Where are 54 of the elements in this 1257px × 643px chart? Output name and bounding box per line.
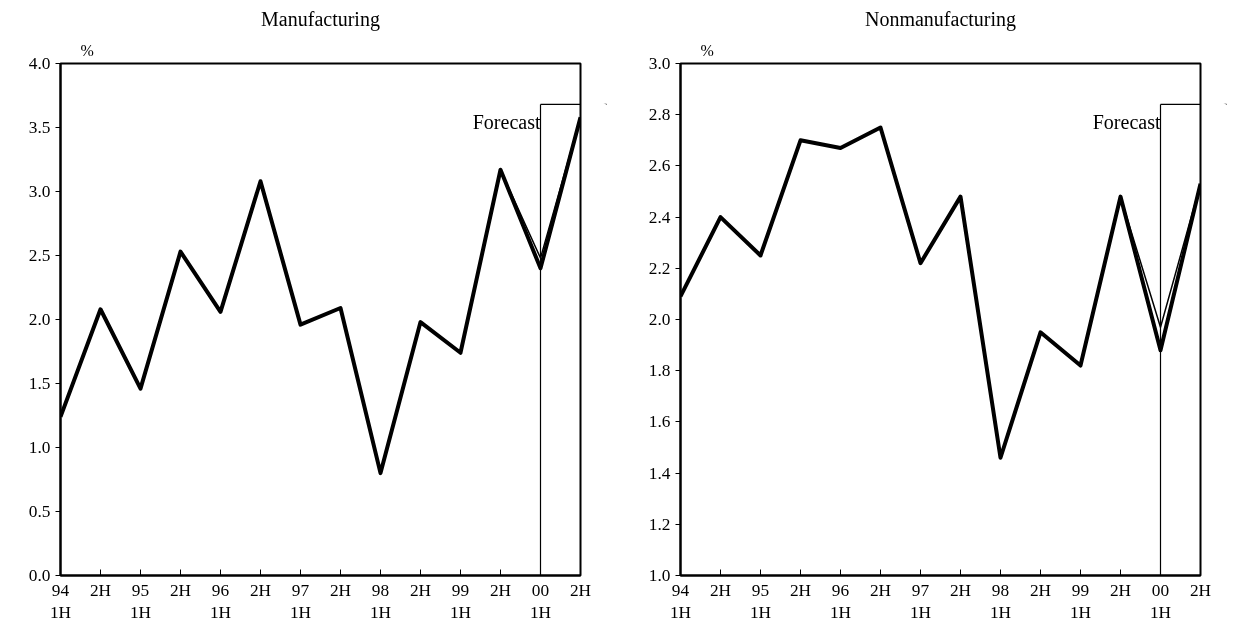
x-tick-label: 2H xyxy=(249,580,272,600)
y-axis-title: % xyxy=(700,41,714,59)
x-tick-label: 95 1H xyxy=(129,580,152,623)
x-tick-label: 97 1H xyxy=(909,580,932,623)
y-tick-label: 2.2 xyxy=(648,258,671,278)
x-tick-label: 2H xyxy=(789,580,812,600)
y-tick-label: 2.4 xyxy=(648,207,671,227)
x-tick-label: 2H xyxy=(1029,580,1052,600)
x-tick-label: 2H xyxy=(1109,580,1132,600)
y-tick-label: 1.2 xyxy=(648,514,671,534)
y-tick-label: 1.0 xyxy=(648,566,671,585)
y-axis-title: % xyxy=(80,41,94,59)
y-tick-label: 3.0 xyxy=(648,54,671,73)
x-tick-label: 97 1H xyxy=(289,580,312,623)
y-tick-label: 1.6 xyxy=(648,412,671,432)
x-tick-label: 95 1H xyxy=(749,580,772,623)
x-tick-label: 2H xyxy=(949,580,972,600)
y-tick-label: 3.5 xyxy=(28,118,51,137)
x-tick-label: 94 1H xyxy=(49,580,72,623)
y-tick-label: 1.4 xyxy=(648,463,671,483)
x-tick-label: 96 1H xyxy=(209,580,232,623)
x-tick-label: 2H xyxy=(1189,580,1212,600)
x-tick-label: 99 1H xyxy=(1069,580,1092,623)
y-tick-label: 4.0 xyxy=(28,54,51,73)
x-tick-label: 96 1H xyxy=(829,580,852,623)
x-tick-label: 98 1H xyxy=(369,580,392,623)
x-tick-label: 2H xyxy=(169,580,192,600)
y-tick-label: 2.8 xyxy=(648,105,671,125)
y-tick-label: 2.0 xyxy=(648,310,671,329)
chart-title: Nonmanufacturing xyxy=(864,7,1017,31)
y-tick-label: 0.0 xyxy=(28,566,51,585)
x-tick-label: 2H xyxy=(409,580,432,600)
y-tick-label: 2.5 xyxy=(28,246,51,265)
ref-line-label: Forecast xyxy=(472,111,541,134)
y-tick-label: 2.6 xyxy=(648,156,671,176)
ref-line-label: Forecast xyxy=(1092,111,1161,134)
x-tick-label: 2H xyxy=(869,580,892,600)
chart-title: Manufacturing xyxy=(261,7,380,31)
y-tick-label: 0.5 xyxy=(28,502,51,521)
x-tick-label: 2H xyxy=(569,580,592,600)
y-tick-label: 1.8 xyxy=(648,361,671,381)
x-tick-label: 2H xyxy=(89,580,112,600)
x-tick-label: 00 1H xyxy=(1149,580,1172,623)
x-tick-label: 2H xyxy=(709,580,732,600)
y-tick-label: 3.0 xyxy=(28,182,51,201)
y-tick-label: 1.5 xyxy=(28,374,51,393)
x-tick-label: 00 1H xyxy=(529,580,552,623)
x-tick-label: 98 1H xyxy=(989,580,1012,623)
y-tick-label: 1.0 xyxy=(28,438,51,457)
y-tick-label: 2.0 xyxy=(28,310,51,329)
x-tick-label: 2H xyxy=(329,580,352,600)
x-tick-label: 99 1H xyxy=(449,580,472,623)
x-tick-label: 94 1H xyxy=(669,580,692,623)
x-tick-label: 2H xyxy=(489,580,512,600)
